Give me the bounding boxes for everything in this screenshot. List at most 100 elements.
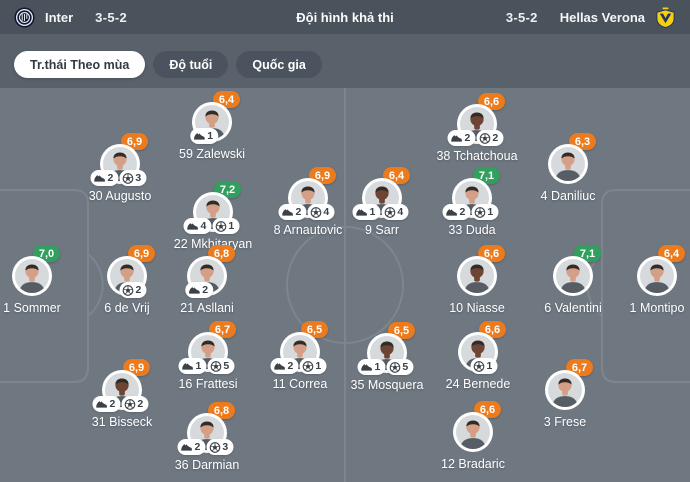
player-name: 1 Montipo [629,301,685,315]
football-icon [210,360,222,372]
home-team-name: Inter [45,9,74,25]
player[interactable]: 7,1 2 [442,167,500,237]
assists-badge: 1 [352,204,381,220]
player[interactable]: 6,3 4 Daniliuc [541,133,596,203]
boot-icon [187,223,198,230]
boot-icon [96,401,107,408]
player-name: 11 Correa [272,377,328,391]
player[interactable]: 7,2 4 [174,181,252,251]
player-name: 9 Sarr [364,223,400,237]
player-photo [548,144,588,184]
goals-badge: 1 [470,358,498,374]
player[interactable]: 6,9 2 [274,167,342,237]
goals-badge: 5 [207,358,235,374]
player-photo [637,256,677,296]
away-team-header[interactable]: 3-5-2 Hellas Verona [494,6,676,28]
assists-badge: 2 [447,130,476,146]
goals-badge: 4 [307,204,335,220]
boot-icon [446,209,457,216]
player[interactable]: 6,5 2 [270,321,328,391]
player-name: 35 Mosquera [350,378,424,392]
assists-badge: 2 [442,204,471,220]
football-icon [302,360,314,372]
boot-icon [356,209,367,216]
player-name: 1 Sommer [3,301,61,315]
player[interactable]: 6,7 1 [178,321,238,391]
player[interactable]: 6,8 2 21 Asllani [180,245,235,315]
goals-badge: 5 [386,359,414,375]
player[interactable]: 6,6 2 [436,93,518,163]
filter-tabs: Tr.thái Theo mùa Độ tuổi Quốc gia [0,34,690,88]
player[interactable]: 6,9 2 [89,133,151,203]
player[interactable]: 6,9 2 [92,359,152,429]
player[interactable]: 6,9 2 [104,245,155,315]
player[interactable]: 6,6 1 [446,321,510,391]
player-name: 21 Asllani [180,301,234,315]
goals-badge: 1 [471,204,499,220]
football-icon [124,398,136,410]
boot-icon [361,364,372,371]
assists-badge: 1 [190,128,219,144]
football-icon [389,361,401,373]
player[interactable]: 6,6 12 Bradaric [441,401,505,471]
assists-badge: 2 [177,439,206,455]
stat-badges: 2 [185,282,214,298]
player-name: 30 Augusto [88,189,152,203]
home-team-header[interactable]: Inter 3-5-2 [14,6,139,28]
assists-badge: 2 [278,204,307,220]
goals-badge: 3 [119,170,147,186]
avatar [556,259,590,293]
goals-badge: 4 [381,204,409,220]
player[interactable]: 6,7 3 Frese [544,359,593,429]
player-name: 24 Bernede [445,377,511,391]
boot-icon [182,363,193,370]
player[interactable]: 6,4 1 Montipo [630,245,685,315]
avatar [551,147,585,181]
player-photo [12,256,52,296]
player[interactable]: 6,5 1 [351,322,423,392]
player[interactable]: 7,0 1 Sommer [3,245,61,315]
stat-badges: 2 1 [270,358,327,374]
goals-badge: 2 [121,396,149,412]
player[interactable]: 7,1 6 Valentini [544,245,602,315]
assists-badge: 2 [185,282,214,298]
assists-badge: 2 [90,170,119,186]
goals-badge: 1 [299,358,327,374]
goals-badge: 2 [476,130,504,146]
boot-icon [181,444,192,451]
football-icon [122,284,134,296]
avatar [456,415,490,449]
stat-badges: 1 5 [178,358,235,374]
football-icon [473,360,485,372]
player-photo [545,370,585,410]
player-name: 12 Bradaric [441,457,505,471]
assists-badge: 4 [183,218,212,234]
player-name: 31 Bisseck [91,415,153,429]
filter-tab-0[interactable]: Tr.thái Theo mùa [14,51,146,78]
player-name: 6 Valentini [544,301,602,315]
player-name: 3 Frese [543,415,587,429]
pitch-markings [0,88,690,482]
goals-badge: 1 [212,218,240,234]
goals-badge: 2 [119,282,147,298]
header: Đội hình khả thi Inter 3-5-2 3-5-2 Hella… [0,0,690,34]
player[interactable]: 6,4 1 [352,167,410,237]
stat-badges: 2 3 [177,439,234,455]
player[interactable]: 6,4 1 59 Zalewski [179,91,245,161]
avatar [15,259,49,293]
football-icon [209,441,221,453]
stat-badges: 1 [470,358,498,374]
football-icon [215,220,227,232]
boot-icon [274,363,285,370]
filter-tab-2[interactable]: Quốc gia [236,51,322,78]
filter-tab-1[interactable]: Độ tuổi [153,51,229,78]
player-name: 36 Darmian [174,458,240,472]
stat-badges: 2 [119,282,147,298]
player[interactable]: 6,6 10 Niasse [449,245,505,315]
pitch: 7,0 1 Sommer 6,9 [0,88,690,482]
home-formation: 3-5-2 [95,9,128,25]
avatar [548,373,582,407]
avatar [640,259,674,293]
player[interactable]: 6,8 2 [175,402,239,472]
